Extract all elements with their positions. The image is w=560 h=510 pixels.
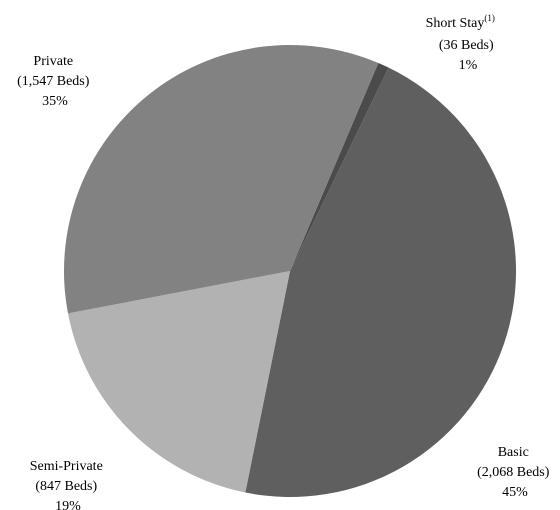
pie-slices xyxy=(63,44,517,498)
slice-semi-private xyxy=(68,271,290,493)
label-basic: Basic (2,068 Beds) 45% xyxy=(477,445,553,500)
label-private: Private (1,547 Beds) 35% xyxy=(17,54,93,109)
slice-basic xyxy=(245,67,517,498)
slice-short-stay xyxy=(290,62,389,271)
label-short-stay: Short Stay(1) (36 Beds) 1% xyxy=(426,10,499,73)
slice-private xyxy=(63,44,379,314)
label-semi-private: Semi-Private (847 Beds) 19% xyxy=(30,459,107,510)
